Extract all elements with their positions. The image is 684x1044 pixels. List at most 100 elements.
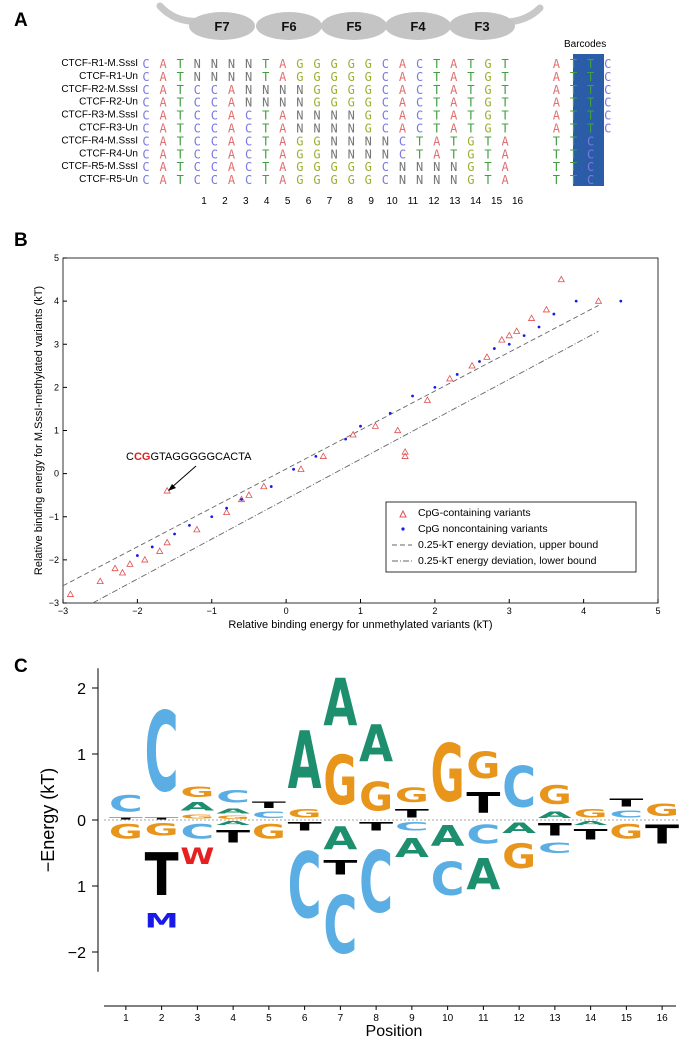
logo-letter-g: G <box>323 742 357 820</box>
sequence-letter: A <box>519 70 527 84</box>
sequence-letter: C <box>245 134 252 148</box>
sequence-letter: A <box>159 109 167 123</box>
logo-letter-c: C <box>323 881 357 973</box>
panel-c-letter: C <box>14 656 28 677</box>
logo-letter-t: T <box>145 817 179 820</box>
sequence-letter: N <box>416 160 423 174</box>
sequence-letter: G <box>365 57 372 71</box>
sequence-letter: A <box>159 147 167 161</box>
sequence-letter: T <box>519 173 526 187</box>
legend-dot-marker <box>401 527 405 531</box>
sequence-letter: G <box>365 70 372 84</box>
sequence-letter: N <box>330 109 337 123</box>
cpg-point <box>394 426 402 434</box>
logo-letter-g: G <box>180 784 214 800</box>
sequence-letter: C <box>194 83 201 97</box>
sequence-letter: A <box>279 147 287 161</box>
legend-entry: 0.25-kT energy deviation, upper bound <box>418 539 598 551</box>
sequence-letter: N <box>348 147 355 161</box>
sequence-letter: A <box>553 83 561 97</box>
sequence-letter: T <box>177 173 184 187</box>
sequence-letter: C <box>142 57 149 71</box>
sequence-letter: N <box>348 122 355 136</box>
sequence-letter: C <box>245 147 252 161</box>
y-tick-label: −1 <box>49 512 59 522</box>
sequence-letter: T <box>262 109 269 123</box>
sequence-letter: T <box>467 70 474 84</box>
sequence-letter: C <box>142 109 149 123</box>
sequence-letter: G <box>330 160 337 174</box>
zinc-finger-label: F4 <box>410 19 426 34</box>
sequence-letter: T <box>484 173 491 187</box>
sequence-letter: T <box>570 147 577 161</box>
cpg-point <box>371 422 380 429</box>
non-cpg-point <box>411 394 414 398</box>
sequence-letter: T <box>177 109 184 123</box>
scatter-chart: −3 −2 −1 0 1 2 3 4 5 −3 −2 −1 0 1 2 3 4 5 Relative binding… <box>33 253 661 631</box>
sequence-letter: A <box>450 57 458 71</box>
cpg-point <box>141 555 149 563</box>
sequence-letter: G <box>484 96 491 110</box>
sequence-letter: G <box>365 122 372 136</box>
logo-letter-c: C <box>252 810 286 820</box>
sequence-letter: C <box>416 70 423 84</box>
cpg-point <box>349 430 357 438</box>
legend-entry: 0.25-kT energy deviation, lower bound <box>418 555 597 567</box>
sequence-letter: T <box>587 109 594 123</box>
logo-letter-g: G <box>145 821 179 840</box>
sequence-letter: A <box>553 70 561 84</box>
sequence-letter: N <box>313 122 320 136</box>
sequence-letter: T <box>467 83 474 97</box>
legend-entry: CpG-containing variants <box>418 507 531 519</box>
sequence-letter: A <box>399 122 407 136</box>
row-label: CTCF-R5-M.SssI <box>61 161 138 172</box>
sequence-letter: T <box>570 160 577 174</box>
sequence-letter: G <box>365 109 372 123</box>
logo-letter-c: C <box>609 809 643 820</box>
sequence-letter: A <box>536 160 544 174</box>
non-cpg-point <box>240 498 243 501</box>
sequence-letter: C <box>604 70 611 84</box>
sequence-letter: C <box>382 109 389 123</box>
sequence-letter: T <box>570 57 577 71</box>
non-cpg-point <box>173 532 176 536</box>
sequence-letter: C <box>142 96 149 110</box>
legend: CpG-containing variants CpG noncontaining… <box>385 501 637 573</box>
sequence-letter: C <box>587 173 594 187</box>
y-tick-label: −2 <box>68 945 86 962</box>
cpg-point <box>594 297 603 304</box>
sequence-letter: T <box>570 70 577 84</box>
annotation-prefix: C <box>126 451 134 463</box>
sequence-letter: N <box>279 96 286 110</box>
sequence-letter: G <box>365 83 372 97</box>
sequence-letter: C <box>211 147 218 161</box>
logo-letter-a: A <box>359 716 393 775</box>
sequence-letter: A <box>159 70 167 84</box>
non-cpg-point <box>433 385 437 389</box>
x-tick-label: 3 <box>507 606 512 616</box>
sequence-letter: C <box>194 173 201 187</box>
y-tick-label: 0 <box>54 469 59 479</box>
x-tick-label: 13 <box>549 1013 561 1024</box>
sequence-letter: T <box>536 96 543 110</box>
sequence-letter: N <box>450 160 457 174</box>
cpg-point <box>126 560 134 567</box>
sequence-letter: N <box>211 57 218 71</box>
cpg-point <box>483 353 491 360</box>
sequence-letter: A <box>553 122 561 136</box>
sequence-letter: N <box>382 134 389 148</box>
non-cpg-point <box>344 437 348 441</box>
sequence-letter: T <box>450 134 457 148</box>
sequence-letter: T <box>433 83 440 97</box>
non-cpg-point <box>292 467 295 471</box>
logo-letter-a: A <box>216 807 251 815</box>
cpg-point <box>513 327 521 334</box>
sequence-letter: N <box>262 83 269 97</box>
non-cpg-point <box>507 342 511 346</box>
sequence-letter: N <box>330 134 337 148</box>
x-tick-label: 4 <box>230 1013 236 1024</box>
logo-letter-a: A <box>395 834 429 863</box>
non-cpg-point <box>388 411 392 415</box>
sequence-letter: G <box>348 173 355 187</box>
position-number: 10 <box>387 196 399 207</box>
